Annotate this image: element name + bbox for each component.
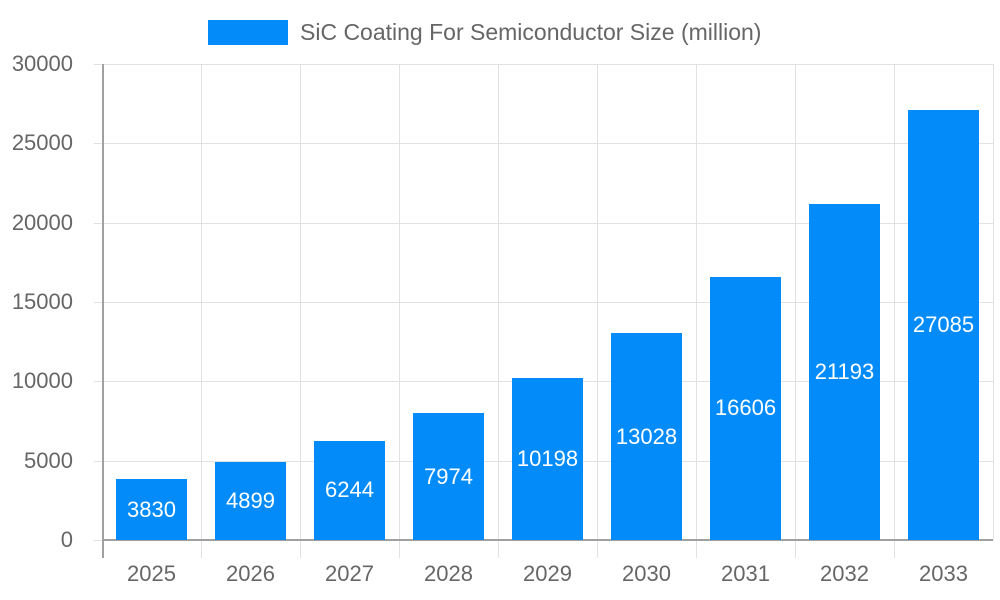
gridline-vertical: [894, 64, 895, 558]
bar-value-label: 10198: [516, 446, 579, 472]
plot-area: 0 5000 10000 15000 20000 25000 30000 3830 2025 48…: [12, 51, 994, 586]
y-tick: [94, 302, 102, 303]
bar-2025[interactable]: [115, 479, 188, 540]
gridline-horizontal: [102, 302, 993, 303]
bar-value-label: 27085: [912, 312, 975, 338]
y-axis-label: 20000: [11, 210, 73, 235]
y-axis: [102, 64, 104, 558]
gridline-horizontal: [102, 223, 993, 224]
gridline-vertical: [993, 64, 994, 540]
y-axis-label: 15000: [11, 289, 73, 314]
x-axis-label: 2030: [622, 561, 671, 586]
legend-swatch: [208, 19, 288, 45]
bar-2030[interactable]: [610, 333, 683, 540]
x-axis-label: 2027: [325, 561, 374, 586]
x-axis-label: 2026: [226, 561, 275, 586]
legend[interactable]: SiC Coating For Semiconductor Size (mill…: [208, 19, 761, 45]
x-axis-label: 2028: [424, 561, 473, 586]
bar-2026[interactable]: [214, 462, 287, 540]
gridline-vertical: [399, 64, 400, 558]
bar-value-label: 4899: [226, 488, 275, 514]
x-axis: [102, 539, 993, 541]
gridline-horizontal: [102, 64, 993, 65]
bar-value-label: 13028: [615, 423, 678, 449]
gridline-vertical: [300, 64, 301, 558]
bar-value-label: 21193: [814, 358, 875, 384]
bar-2032[interactable]: [808, 203, 881, 540]
bar-value-label: 6244: [325, 477, 374, 503]
gridline-vertical: [795, 64, 796, 558]
y-tick: [94, 540, 102, 541]
y-axis-label: 30000: [11, 51, 73, 76]
bar-value-label: 7974: [424, 463, 473, 489]
bar-2029[interactable]: [511, 378, 584, 540]
x-axis-label: 2031: [721, 561, 770, 586]
bar-2031[interactable]: [709, 276, 782, 540]
y-axis-label: 10000: [11, 368, 73, 393]
y-tick: [94, 64, 102, 65]
gridline-vertical: [201, 64, 202, 558]
y-tick: [94, 143, 102, 144]
y-tick: [94, 381, 102, 382]
y-axis-label: 5000: [24, 448, 73, 473]
y-tick: [94, 461, 102, 462]
legend-label: SiC Coating For Semiconductor Size (mill…: [300, 18, 762, 45]
bar-value-label: 3830: [127, 496, 176, 522]
gridline-horizontal: [102, 143, 993, 144]
y-tick: [94, 223, 102, 224]
gridline-vertical: [696, 64, 697, 558]
bar-2027[interactable]: [313, 440, 386, 540]
x-axis-label: 2025: [127, 561, 176, 586]
gridline-vertical: [597, 64, 598, 558]
x-axis-label: 2033: [919, 561, 968, 586]
y-axis-label: 0: [60, 527, 73, 552]
bar-2028[interactable]: [412, 413, 485, 540]
y-axis-label: 25000: [11, 130, 73, 155]
bar-value-label: 16606: [714, 395, 777, 421]
gridline-vertical: [498, 64, 499, 558]
bar-2033[interactable]: [907, 110, 980, 540]
x-axis-label: 2029: [523, 561, 572, 586]
x-axis-label: 2032: [820, 561, 869, 586]
